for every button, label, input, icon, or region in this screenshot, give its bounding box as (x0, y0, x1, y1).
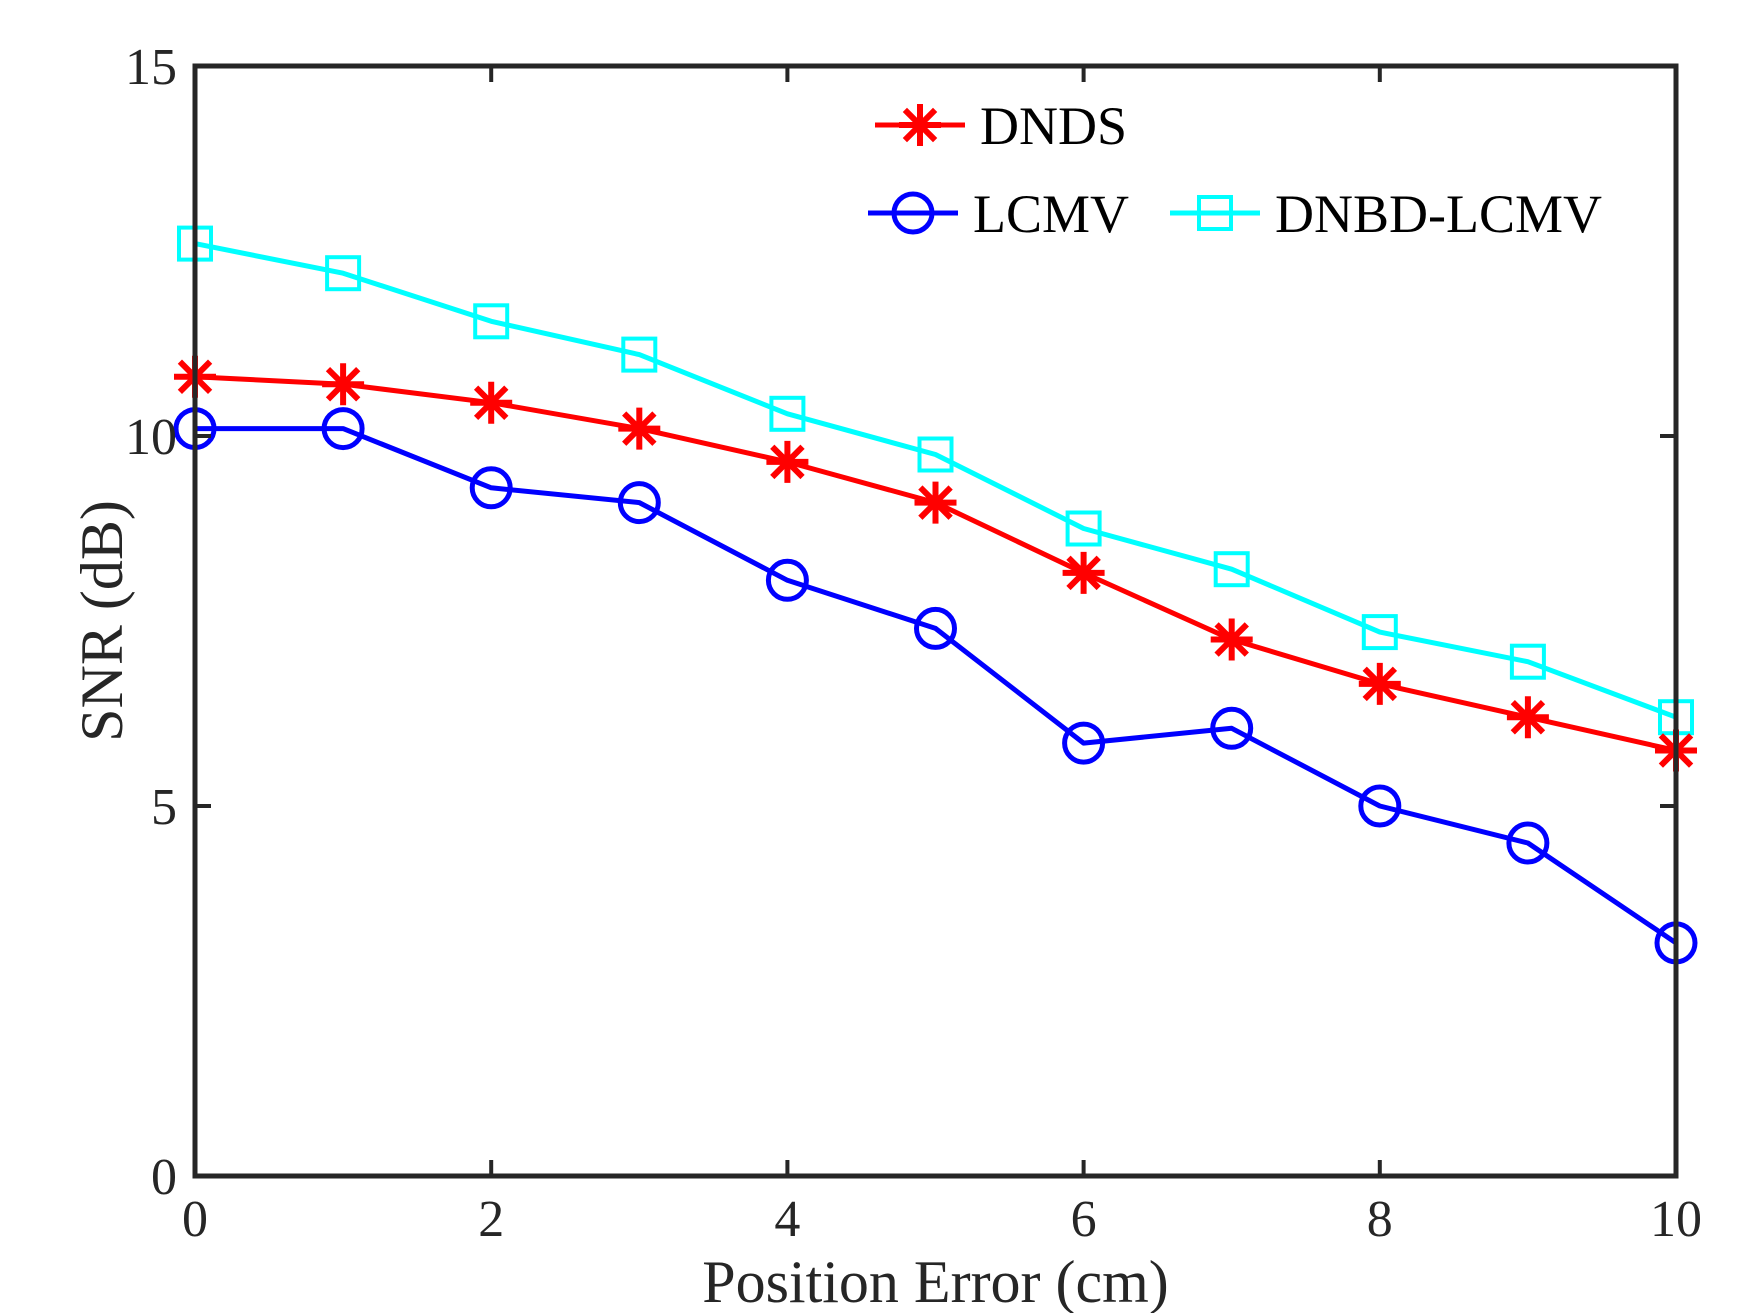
series-line-lcmv (195, 426, 1678, 945)
data-point-lcmv (1506, 821, 1550, 865)
data-point-lcmv (617, 481, 661, 525)
legend: DNDS LCMV DNBD-LCMV (868, 96, 1602, 244)
legend-marker-dnbd-lcmv (1197, 195, 1233, 231)
legend-entry-dnbd-lcmv: DNBD-LCMV (1170, 184, 1602, 244)
data-point-dnbd-lcmv (917, 436, 954, 473)
series-line-dnbd-lcmv (194, 241, 1677, 720)
data-point-lcmv (914, 606, 957, 650)
x-tick-label: 4 (774, 1191, 800, 1248)
x-tick-label: 6 (1071, 1191, 1097, 1248)
data-point-lcmv (321, 407, 365, 451)
data-point-dnds (914, 481, 957, 524)
legend-label-dnbd-lcmv: DNBD-LCMV (1275, 184, 1602, 244)
data-point-dnds (322, 363, 365, 406)
data-point-dnds (618, 407, 661, 450)
series-dnds (174, 355, 1697, 772)
data-point-dnbd-lcmv (325, 255, 362, 292)
data-point-dnds (1062, 551, 1105, 594)
x-tick-label: 8 (1367, 1191, 1393, 1248)
data-point-lcmv (1358, 784, 1402, 828)
plot-frame (192, 63, 1679, 1179)
y-tick-label: 0 (151, 1149, 177, 1206)
data-point-dnbd-lcmv (769, 395, 806, 432)
data-point-dnds (470, 381, 513, 424)
x-tick-label: 10 (1650, 1191, 1702, 1248)
data-point-lcmv (765, 558, 809, 602)
data-point-dnbd-lcmv (621, 336, 658, 373)
legend-label-dnds: DNDS (980, 96, 1127, 156)
x-tick-label: 0 (182, 1191, 208, 1248)
data-point-dnbd-lcmv (473, 303, 510, 340)
y-tick-label: 10 (125, 409, 177, 466)
data-point-dnbd-lcmv (1065, 510, 1102, 547)
y-tick-label: 5 (151, 779, 177, 836)
data-point-lcmv (1210, 706, 1254, 750)
y-tick-label: 15 (125, 39, 177, 96)
data-point-dnds (1210, 618, 1253, 661)
y-axis-title: SNR (dB) (69, 500, 135, 742)
legend-marker-lcmv (891, 191, 935, 235)
legend-entry-lcmv: LCMV (868, 184, 1129, 244)
legend-marker-dnds (899, 104, 941, 146)
data-point-dnbd-lcmv (1213, 551, 1250, 588)
x-axis-title: Position Error (cm) (702, 1249, 1169, 1313)
data-point-dnbd-lcmv (1361, 614, 1398, 651)
data-point-dnds (766, 440, 809, 483)
data-point-lcmv (469, 466, 513, 510)
data-point-dnds (1358, 662, 1401, 705)
legend-entry-dnds: DNDS (875, 96, 1127, 156)
data-point-dnds (1506, 696, 1549, 739)
data-point-dnbd-lcmv (1509, 643, 1546, 680)
legend-label-lcmv: LCMV (973, 184, 1129, 244)
x-tick-label: 2 (478, 1191, 504, 1248)
data-point-lcmv (1062, 721, 1106, 765)
axes-layer: 0 2 4 6 8 10 0 5 10 15 Position Error (cm) SNR (dB) (69, 39, 1702, 1313)
